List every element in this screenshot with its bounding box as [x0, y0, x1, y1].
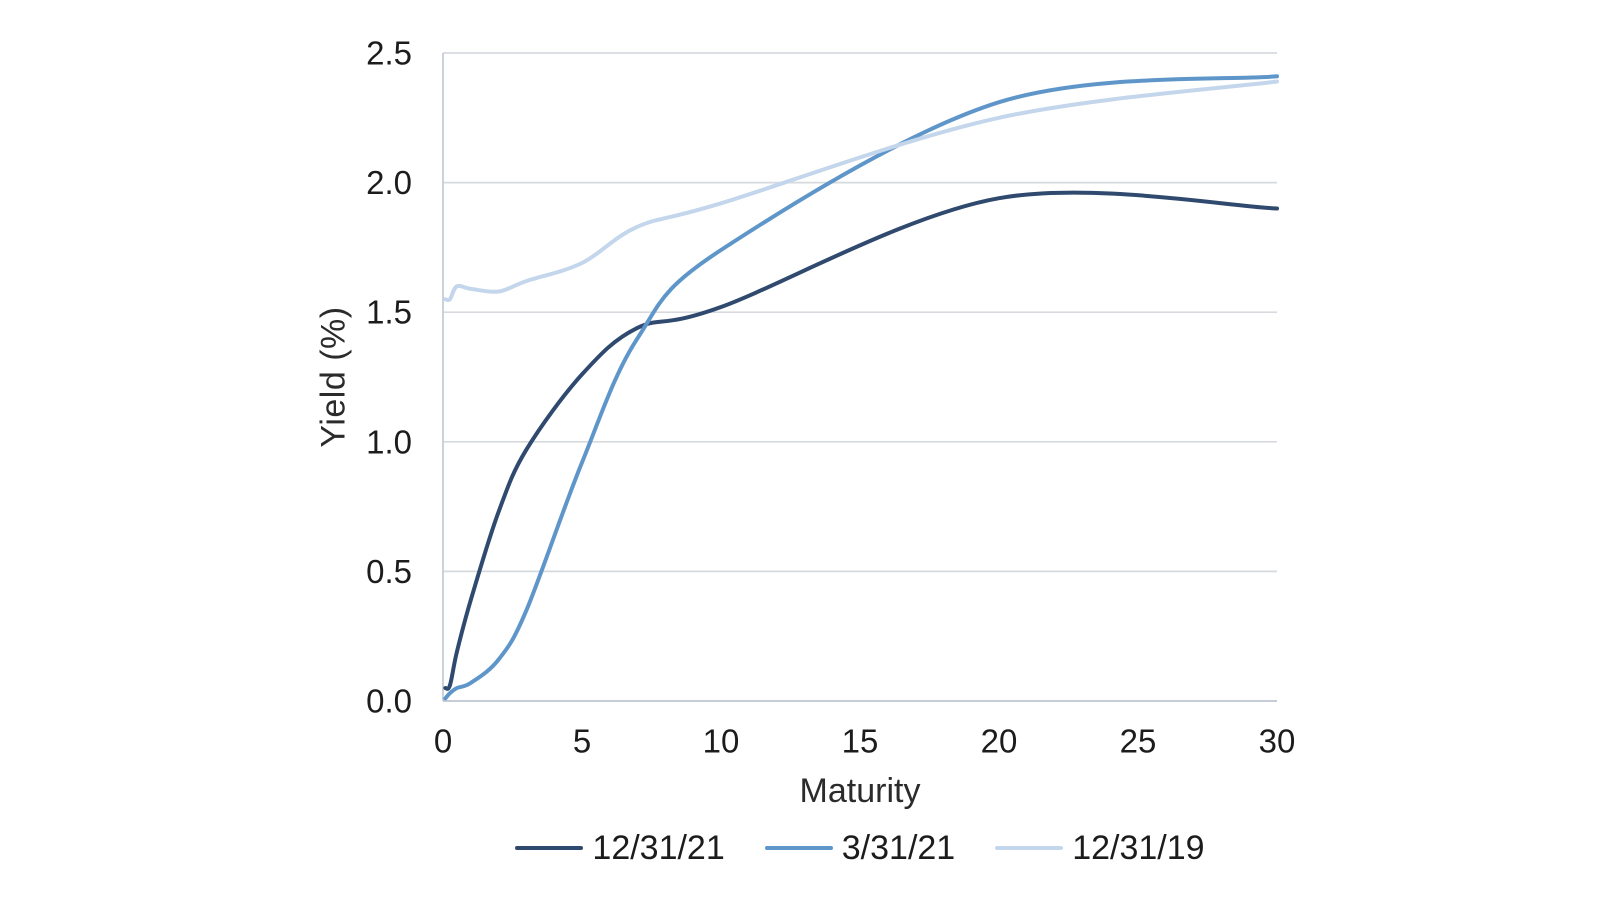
x-tick-label-25: 25: [1120, 723, 1157, 760]
x-tick-label-15: 15: [842, 723, 879, 760]
y-tick-label-1.5: 1.5: [366, 294, 412, 331]
y-axis-title: Yield (%): [314, 306, 353, 448]
y-tick-label-0.0: 0.0: [366, 683, 412, 720]
x-tick-label-30: 30: [1259, 723, 1296, 760]
x-axis-title: Maturity: [799, 772, 921, 810]
x-tick-label-5: 5: [573, 723, 591, 760]
y-tick-label-2.0: 2.0: [366, 164, 412, 201]
legend-label-12-31-19: 12/31/19: [1072, 829, 1205, 867]
legend-item-12-31-21: 12/31/21: [515, 829, 725, 867]
legend-label-3-31-21: 3/31/21: [841, 829, 956, 867]
curve-12-31-19: [443, 79, 1279, 303]
legend-label-12-31-21: 12/31/21: [592, 829, 725, 867]
legend-item-3-31-21: 3/31/21: [764, 829, 956, 867]
x-tick-label-20: 20: [981, 723, 1018, 760]
y-tick-label-0.5: 0.5: [366, 553, 412, 590]
legend: 12/31/21 3/31/21 12/31/19: [443, 831, 1277, 865]
y-tick-label-2.5: 2.5: [366, 35, 412, 72]
x-tick-label-0: 0: [434, 723, 452, 760]
x-tick-label-10: 10: [703, 723, 740, 760]
y-tick-label-1.0: 1.0: [366, 423, 412, 460]
legend-item-12-31-19: 12/31/19: [995, 829, 1205, 867]
curve-3-31-21: [443, 74, 1279, 701]
legend-line-swatch-3-31-21: [764, 846, 833, 850]
curve-12-31-21: [443, 190, 1279, 691]
legend-line-swatch-12-31-19: [995, 846, 1064, 850]
legend-line-swatch-12-31-21: [515, 846, 584, 850]
